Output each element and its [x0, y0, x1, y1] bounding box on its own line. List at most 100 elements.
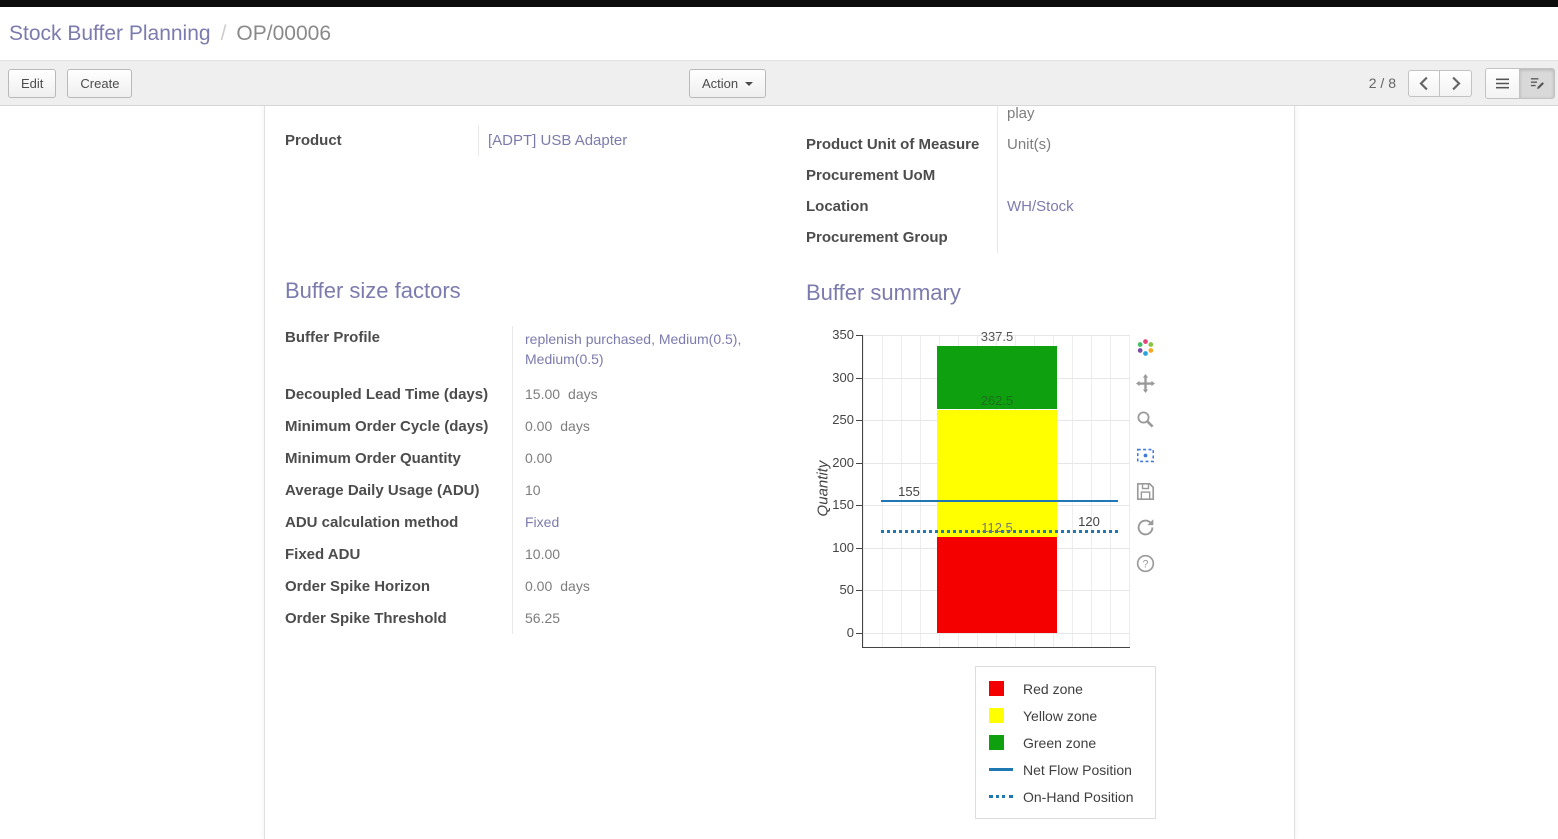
field-value: 0.00 days: [512, 410, 785, 442]
field-value-text: 0.00: [525, 578, 553, 594]
legend-swatch: [989, 768, 1013, 771]
ytick-mark: [856, 547, 863, 549]
ytick-mark: [856, 505, 863, 507]
save-icon[interactable]: [1136, 482, 1155, 501]
y-axis-title: Quantity: [814, 460, 832, 517]
form-edit-icon: [1530, 77, 1544, 89]
on-hand-position-line: [881, 529, 1118, 533]
action-dropdown-button[interactable]: Action: [689, 69, 767, 98]
pan-icon[interactable]: [1136, 374, 1155, 393]
field-value-text: play: [1007, 106, 1035, 122]
legend-item-green-zone[interactable]: Green zone: [989, 729, 1155, 756]
field-label: Order Spike Threshold: [285, 609, 447, 627]
field-group-right: play Product Unit of Measure Unit(s) Procur…: [806, 106, 1274, 253]
field-row: play: [806, 106, 1274, 129]
box-select-icon[interactable]: [1136, 446, 1155, 465]
grid-line: [863, 335, 1130, 336]
list-view-button[interactable]: [1485, 67, 1520, 99]
chart-annotation: 337.5: [980, 328, 1014, 344]
field-value[interactable]: replenish purchased, Medium(0.5), Medium…: [512, 326, 785, 378]
top-bar: [0, 0, 1558, 7]
action-label: Action: [702, 76, 739, 91]
buffer-size-factors-heading: Buffer size factors: [285, 278, 461, 303]
pager-area: 2 / 8: [1369, 61, 1555, 105]
legend-label: Green zone: [1023, 734, 1097, 751]
field-row: Minimum Order Quantity 0.00: [285, 442, 785, 474]
field-value: 56.25: [512, 602, 785, 634]
pager-next-button[interactable]: [1440, 69, 1472, 97]
square-swatch-icon: [989, 708, 1004, 723]
field-value-text: 15.00: [525, 386, 561, 402]
legend-swatch: [989, 795, 1013, 798]
legend-item-on-hand-position[interactable]: On-Hand Position: [989, 783, 1155, 810]
field-value[interactable]: Fixed: [512, 506, 785, 538]
buffer-summary-chart: Quantity 337.5 262.5 155 112.5 120: [806, 320, 1176, 668]
field-value[interactable]: WH/Stock: [997, 191, 1274, 222]
create-button[interactable]: Create: [67, 69, 133, 98]
field-value: [997, 160, 1274, 191]
view-switcher: [1485, 67, 1555, 99]
reset-axes-icon[interactable]: [1136, 518, 1155, 537]
plotly-logo-icon[interactable]: [1136, 338, 1155, 357]
breadcrumb-separator: /: [220, 21, 227, 45]
chart-annotation: 262.5: [980, 392, 1014, 408]
red-zone-bar: [937, 537, 1057, 633]
legend-item-net-flow-position[interactable]: Net Flow Position: [989, 756, 1155, 783]
field-value-text: [ADPT] USB Adapter: [488, 132, 628, 149]
field-label: Buffer Profile: [285, 329, 381, 346]
legend-label: Net Flow Position: [1023, 761, 1132, 778]
field-row: Decoupled Lead Time (days) 15.00 days: [285, 378, 785, 410]
field-value-text: Unit(s): [1007, 136, 1052, 153]
pager-previous-button[interactable]: [1408, 69, 1440, 97]
yellow-zone-bar: [937, 409, 1057, 538]
net-flow-position-line: [881, 500, 1118, 503]
field-value: [997, 222, 1274, 253]
field-unit: days: [560, 418, 590, 434]
breadcrumb-parent-link[interactable]: Stock Buffer Planning: [9, 21, 211, 45]
field-value[interactable]: [ADPT] USB Adapter: [478, 125, 765, 156]
field-row: Minimum Order Cycle (days) 0.00 days: [285, 410, 785, 442]
field-value: 0.00: [512, 442, 785, 474]
control-bar: Edit Create Action 2 / 8: [0, 60, 1558, 106]
ytick-mark: [856, 590, 863, 592]
zoom-icon[interactable]: [1136, 410, 1155, 429]
edit-button[interactable]: Edit: [8, 69, 57, 98]
ytick-label: 50: [839, 582, 854, 598]
field-label: ADU calculation method: [285, 513, 459, 531]
field-row: Buffer Profile replenish purchased, Mediu…: [285, 326, 785, 378]
field-label: Product: [285, 132, 342, 149]
field-value: 0.00 days: [512, 570, 785, 602]
field-unit: days: [568, 386, 598, 402]
field-value-text: WH/Stock: [1007, 198, 1074, 215]
ytick-mark: [856, 633, 863, 634]
chart-annotation: 112.5: [981, 520, 1013, 536]
field-row: Order Spike Threshold 56.25: [285, 602, 785, 634]
grid-line: [863, 633, 1130, 634]
field-row: Product Unit of Measure Unit(s): [806, 129, 1274, 160]
legend-item-red-zone[interactable]: Red zone: [989, 675, 1155, 702]
ytick-mark: [856, 335, 863, 336]
field-value: 10.00: [512, 538, 785, 570]
ytick-label: 0: [846, 625, 854, 640]
legend-swatch: [989, 708, 1013, 723]
field-row: Location WH/Stock: [806, 191, 1274, 222]
chevron-right-icon: [1452, 76, 1461, 90]
plot-area: 337.5 262.5 155 112.5 120: [862, 329, 1130, 648]
field-label: Average Daily Usage (ADU): [285, 481, 480, 499]
form-view-button[interactable]: [1520, 67, 1555, 99]
ytick-label: 200: [832, 454, 854, 470]
green-zone-bar: [937, 345, 1057, 410]
record-buttons: Edit Create: [8, 69, 133, 98]
chart-annotation: 120: [1078, 513, 1100, 529]
caret-down-icon: [745, 81, 754, 86]
chart-modebar: ?: [1136, 338, 1155, 573]
legend-label: Red zone: [1023, 680, 1083, 697]
form-sheet: Product [ADPT] USB Adapter play Product Un…: [264, 106, 1295, 839]
field-row: Fixed ADU 10.00: [285, 538, 785, 570]
legend-item-yellow-zone[interactable]: Yellow zone: [989, 702, 1155, 729]
help-icon[interactable]: ?: [1136, 554, 1155, 573]
legend-label: On-Hand Position: [1023, 788, 1134, 805]
field-row: Procurement UoM: [806, 160, 1274, 191]
field-value-text: 0.00: [525, 418, 553, 434]
